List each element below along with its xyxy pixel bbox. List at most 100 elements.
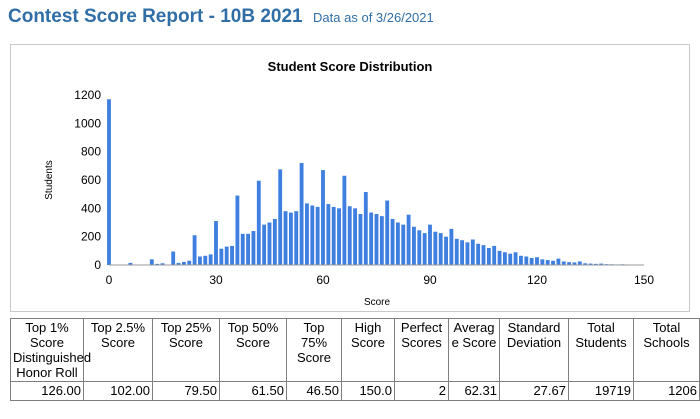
table-value-cell: 79.50 bbox=[152, 381, 220, 401]
histogram-bar bbox=[551, 260, 555, 265]
report-title: Contest Score Report - 10B 2021 bbox=[8, 6, 303, 27]
histogram-bar bbox=[235, 195, 240, 265]
x-tick-label: 30 bbox=[209, 273, 223, 287]
histogram-bar bbox=[481, 245, 486, 265]
histogram-bar bbox=[438, 233, 443, 266]
histogram-bar bbox=[107, 99, 111, 265]
histogram-bar bbox=[476, 243, 481, 265]
histogram-bar bbox=[486, 248, 491, 265]
score-statistics-table: Top 1% Score Distinguished Honor Roll Top… bbox=[10, 318, 700, 401]
histogram-bar bbox=[192, 235, 197, 265]
histogram-bar bbox=[214, 221, 218, 265]
histogram-bar bbox=[374, 214, 379, 265]
histogram-bar bbox=[331, 206, 336, 265]
histogram-bar bbox=[406, 214, 411, 265]
table-value-cell: 19719 bbox=[568, 381, 634, 401]
histogram-bar bbox=[187, 260, 192, 265]
chart-title: Student Score Distribution bbox=[268, 59, 433, 74]
histogram-bar bbox=[337, 208, 341, 265]
histogram-bar bbox=[513, 252, 518, 265]
histogram-bar bbox=[246, 233, 251, 265]
y-tick-label: 400 bbox=[81, 201, 101, 215]
histogram-bar bbox=[540, 259, 545, 265]
histogram-bar bbox=[203, 255, 208, 265]
histogram-bar bbox=[599, 263, 604, 265]
report-header: Contest Score Report - 10B 2021 Data as … bbox=[8, 6, 434, 32]
x-tick-label: 0 bbox=[106, 273, 113, 287]
histogram-bar bbox=[326, 204, 331, 265]
histogram-bar bbox=[294, 211, 299, 265]
score-distribution-chart: Student Score Distribution Students Scor… bbox=[44, 59, 654, 308]
y-tick-label: 600 bbox=[81, 173, 101, 187]
table-header-cell: Top 1% Score Distinguished Honor Roll bbox=[10, 318, 91, 382]
histogram-bar bbox=[412, 226, 416, 265]
histogram-bar bbox=[208, 254, 213, 266]
table-header-cell: Top 50% Score bbox=[219, 318, 287, 382]
histogram-bar bbox=[240, 233, 245, 265]
table-header-cell: Top 25% Score bbox=[152, 318, 220, 382]
histogram-bar bbox=[230, 245, 234, 266]
histogram-bar bbox=[583, 263, 588, 265]
histogram-bar bbox=[347, 206, 352, 265]
histogram-bar bbox=[519, 255, 523, 265]
histogram-bar bbox=[417, 230, 422, 265]
chart-panel: Student Score Distribution Students Scor… bbox=[10, 44, 690, 312]
histogram-bar bbox=[198, 256, 202, 265]
histogram-bar bbox=[444, 236, 448, 265]
y-tick-label: 800 bbox=[81, 145, 101, 159]
histogram-bar bbox=[385, 200, 390, 265]
table-value-cell: 2 bbox=[394, 381, 449, 401]
histogram-bar bbox=[395, 222, 400, 265]
table-header-cell: Top 75% Score bbox=[286, 318, 342, 382]
histogram-bar bbox=[181, 261, 186, 265]
histogram-bar bbox=[251, 231, 256, 265]
histogram-bar bbox=[401, 224, 406, 266]
y-tick-label: 1200 bbox=[74, 88, 101, 102]
histogram-bar bbox=[588, 263, 593, 265]
histogram-bar bbox=[224, 246, 229, 265]
y-tick-label: 0 bbox=[94, 258, 101, 272]
histogram-bar bbox=[149, 259, 154, 265]
histogram-bar bbox=[358, 214, 363, 265]
table-header-cell: Total Students bbox=[568, 318, 634, 382]
histogram-bar bbox=[556, 258, 561, 266]
histogram-bar bbox=[545, 260, 550, 265]
table-value-cell: 46.50 bbox=[286, 381, 342, 401]
histogram-bar bbox=[342, 175, 347, 265]
histogram-bar bbox=[379, 216, 384, 266]
histogram-bar bbox=[535, 257, 539, 265]
histogram-bar bbox=[310, 205, 315, 265]
histogram-bar bbox=[219, 248, 224, 265]
histogram-bar bbox=[465, 242, 470, 265]
report-date: Data as of 3/26/2021 bbox=[313, 10, 434, 25]
histogram-bar bbox=[502, 252, 507, 265]
table-value-cell: 1206 bbox=[633, 381, 700, 401]
histogram-bar bbox=[433, 231, 438, 265]
histogram-bar bbox=[171, 251, 176, 265]
table-header-cell: Standard Deviation bbox=[499, 318, 569, 382]
y-tick-label: 200 bbox=[81, 230, 101, 244]
table-header-cell: Top 2.5% Score bbox=[83, 318, 153, 382]
table-header-cell: Averag e Score bbox=[448, 318, 500, 382]
histogram-bar bbox=[449, 228, 454, 266]
histogram-bar bbox=[128, 262, 133, 266]
table-value-cell: 61.50 bbox=[219, 381, 287, 401]
histogram-bar bbox=[593, 263, 598, 265]
histogram-bar bbox=[305, 203, 309, 266]
histogram-bar bbox=[422, 233, 427, 266]
x-tick-label: 150 bbox=[634, 273, 654, 287]
histogram-bar bbox=[363, 192, 368, 265]
table-header-cell: High Score bbox=[341, 318, 395, 382]
table-value-cell: 27.67 bbox=[499, 381, 569, 401]
histogram-bar bbox=[272, 218, 277, 265]
histogram-bar bbox=[470, 239, 475, 265]
histogram-bar bbox=[508, 253, 513, 265]
histogram-bar bbox=[524, 256, 529, 265]
histogram-bar bbox=[390, 218, 395, 265]
histogram-bar bbox=[567, 262, 572, 265]
histogram-bar bbox=[460, 240, 465, 265]
histogram-bar bbox=[353, 208, 358, 265]
table-header-cell: Perfect Scores bbox=[394, 318, 449, 382]
histogram-bar bbox=[369, 212, 374, 265]
table-value-cell: 126.00 bbox=[10, 381, 84, 401]
